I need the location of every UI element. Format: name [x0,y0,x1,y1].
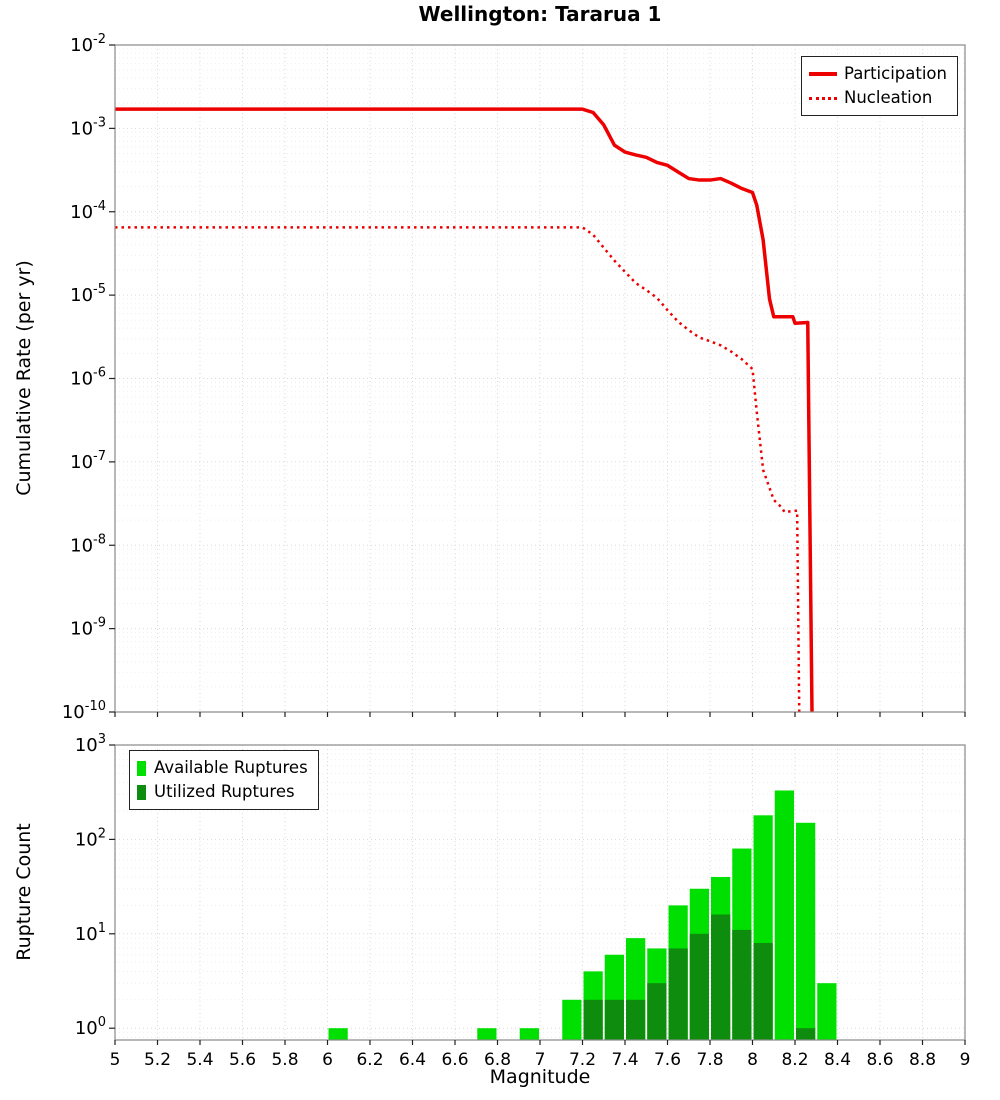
svg-text:10-3: 10-3 [70,115,106,139]
svg-text:9: 9 [960,1050,971,1070]
available-ruptures-label: Available Ruptures [154,758,308,777]
svg-text:101: 101 [75,921,106,945]
svg-text:7: 7 [535,1050,546,1070]
svg-text:10-10: 10-10 [62,699,106,723]
svg-text:5.4: 5.4 [186,1050,213,1070]
svg-text:8: 8 [747,1050,758,1070]
svg-text:10-6: 10-6 [70,366,106,390]
utilized-ruptures-label: Utilized Ruptures [154,782,295,801]
svg-text:5.6: 5.6 [229,1050,256,1070]
svg-text:10-4: 10-4 [70,199,106,223]
svg-text:6: 6 [322,1050,333,1070]
participation-line-icon [808,72,837,76]
svg-text:6.4: 6.4 [399,1050,426,1070]
svg-text:8.8: 8.8 [909,1050,936,1070]
svg-text:7.6: 7.6 [654,1050,681,1070]
svg-text:7.8: 7.8 [696,1050,723,1070]
svg-text:7.2: 7.2 [569,1050,596,1070]
nucleation-label: Nucleation [843,88,933,107]
svg-text:6.2: 6.2 [356,1050,383,1070]
svg-text:10-5: 10-5 [70,282,106,306]
svg-text:103: 103 [75,732,106,756]
rate-legend: Participation Nucleation [800,56,958,116]
svg-text:10-2: 10-2 [70,32,106,56]
legend-item-utilized: Utilized Ruptures [137,780,308,804]
top-y-axis-label: Cumulative Rate (per yr) [13,260,35,496]
svg-text:8.4: 8.4 [824,1050,851,1070]
nucleation-line-icon [808,96,837,100]
svg-text:5.8: 5.8 [271,1050,298,1070]
x-axis-label: Magnitude [489,1066,591,1088]
svg-text:10-8: 10-8 [70,532,106,556]
rupture-legend: Available Ruptures Utilized Ruptures [129,750,319,810]
svg-text:8.2: 8.2 [781,1050,808,1070]
svg-text:8.6: 8.6 [866,1050,893,1070]
legend-item-nucleation: Nucleation [808,86,947,110]
svg-text:5.2: 5.2 [144,1050,171,1070]
legend-item-participation: Participation [808,62,947,86]
svg-text:6.6: 6.6 [441,1050,468,1070]
svg-text:10-9: 10-9 [70,616,106,640]
participation-label: Participation [843,64,947,83]
chart-title: Wellington: Tararua 1 [418,2,662,26]
svg-text:10-7: 10-7 [70,449,106,473]
utilized-ruptures-icon [137,784,146,800]
svg-text:7.4: 7.4 [611,1050,638,1070]
svg-text:6.8: 6.8 [484,1050,511,1070]
available-ruptures-icon [137,760,146,776]
legend-item-available: Available Ruptures [137,756,308,780]
svg-text:102: 102 [75,826,106,850]
bottom-y-axis-label: Rupture Count [13,823,35,961]
svg-text:5: 5 [110,1050,121,1070]
svg-text:100: 100 [75,1015,106,1039]
